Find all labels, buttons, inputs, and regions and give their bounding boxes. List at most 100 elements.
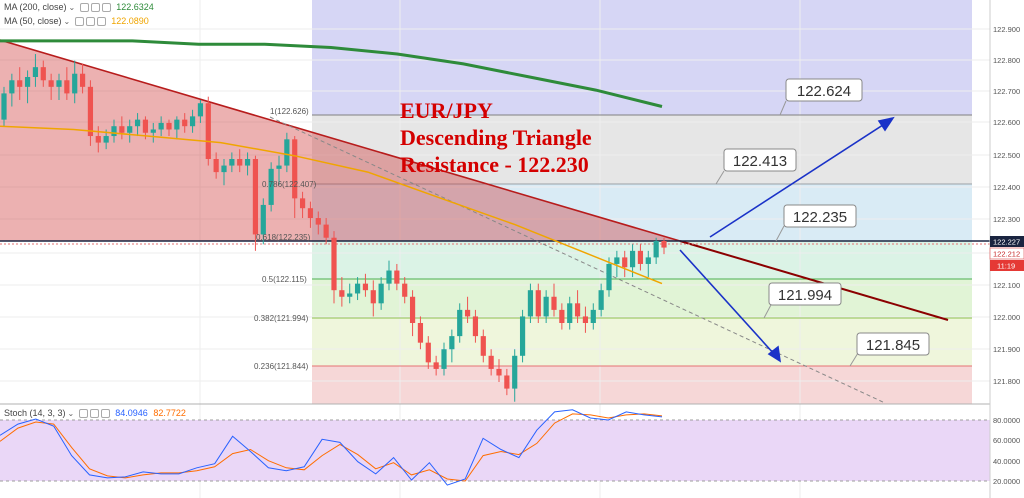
- candle: [1, 86, 7, 127]
- chevron-down-icon[interactable]: ⌄: [68, 3, 76, 12]
- candle: [590, 303, 596, 330]
- price-tick: 122.000: [993, 313, 1020, 322]
- candle-body: [299, 198, 306, 209]
- candle-body: [653, 241, 659, 258]
- chevron-down-icon[interactable]: ⌄: [67, 409, 75, 418]
- candle-body: [535, 290, 541, 317]
- candle-body: [64, 80, 70, 94]
- candle-body: [629, 250, 636, 268]
- price-tick: 122.900: [993, 25, 1020, 34]
- gear-icon[interactable]: [90, 3, 100, 12]
- stoch-d-value: 82.7722: [153, 408, 186, 418]
- close-icon[interactable]: [101, 3, 111, 12]
- chevron-down-icon[interactable]: ⌄: [63, 17, 71, 26]
- candle: [237, 149, 243, 173]
- candle-body: [182, 119, 188, 127]
- candle: [386, 260, 392, 291]
- ma200-legend[interactable]: MA (200, close) ⌄ 122.6324: [4, 2, 154, 12]
- last-price-marker: [989, 247, 1024, 260]
- candle: [354, 277, 361, 301]
- candle: [307, 201, 314, 228]
- candle: [111, 119, 117, 143]
- candle-body: [244, 159, 251, 166]
- callout-122235: 122.235: [793, 209, 847, 226]
- eye-icon[interactable]: [79, 3, 89, 12]
- eye-icon[interactable]: [74, 17, 84, 26]
- candle-body: [87, 86, 94, 137]
- candle: [653, 237, 659, 264]
- candle: [598, 283, 604, 317]
- candle-body: [496, 368, 502, 376]
- candle-body: [174, 119, 180, 130]
- candle: [56, 73, 62, 100]
- candle-body: [622, 257, 628, 268]
- candle: [582, 306, 589, 333]
- price-tick: 121.900: [993, 345, 1020, 354]
- candle: [394, 263, 400, 291]
- candle: [48, 73, 54, 100]
- candle-body: [527, 290, 534, 317]
- candle-body: [480, 336, 486, 356]
- candle: [174, 116, 180, 140]
- candle-body: [386, 270, 392, 284]
- candle-body: [559, 309, 565, 323]
- stoch-band: [0, 420, 990, 481]
- candle-body: [56, 80, 62, 87]
- candle: [166, 119, 172, 137]
- candle-body: [307, 208, 314, 219]
- stoch-legend[interactable]: Stoch (14, 3, 3) ⌄ 84.0946 82.7722: [4, 408, 186, 418]
- candle-body: [409, 296, 416, 323]
- ma50-legend-label: MA (50, close): [4, 16, 62, 26]
- candle-body: [205, 103, 211, 159]
- gear-icon[interactable]: [85, 17, 95, 26]
- candle: [87, 80, 94, 146]
- candle: [244, 152, 251, 176]
- candle-body: [433, 362, 439, 369]
- candle-body: [574, 303, 581, 317]
- candle: [480, 329, 486, 363]
- candle: [40, 60, 46, 87]
- candle: [472, 309, 479, 343]
- candle-body: [394, 270, 400, 284]
- candle: [158, 116, 164, 137]
- candle: [425, 336, 431, 369]
- candle-body: [645, 257, 651, 264]
- candle: [362, 273, 369, 297]
- candle-body: [119, 126, 125, 133]
- candle-body: [237, 159, 243, 166]
- candle: [134, 113, 141, 137]
- candle: [574, 290, 581, 323]
- ma50-legend[interactable]: MA (50, close) ⌄ 122.0890: [4, 16, 149, 26]
- close-icon[interactable]: [100, 409, 110, 418]
- candle-body: [582, 316, 589, 323]
- triangle-upper-trendline[interactable]: [0, 39, 681, 242]
- candle-body: [24, 77, 31, 87]
- candle: [464, 296, 471, 323]
- last-price-text: 122.212: [993, 250, 1020, 259]
- candle-body: [158, 122, 164, 130]
- gear-icon[interactable]: [89, 409, 99, 418]
- candle: [378, 277, 384, 310]
- close-icon[interactable]: [96, 17, 106, 26]
- candle-body: [72, 73, 78, 94]
- candle-body: [40, 67, 46, 81]
- candle: [189, 109, 196, 133]
- eye-icon[interactable]: [78, 409, 88, 418]
- candle-body: [543, 296, 549, 317]
- candle-body: [370, 290, 376, 304]
- forecast-arrows[interactable]: [679, 116, 895, 363]
- candle: [543, 290, 549, 323]
- candle-body: [551, 296, 557, 310]
- candle: [637, 244, 644, 271]
- candle: [496, 359, 502, 383]
- current-price-text: 122.227: [993, 238, 1020, 247]
- candle: [567, 296, 573, 330]
- candle: [119, 116, 125, 140]
- candle: [331, 231, 337, 304]
- candle-body: [590, 309, 596, 323]
- candle: [221, 159, 227, 186]
- trendline-extension[interactable]: [679, 240, 949, 321]
- ma50-line: [0, 125, 663, 285]
- candle-body: [637, 250, 644, 264]
